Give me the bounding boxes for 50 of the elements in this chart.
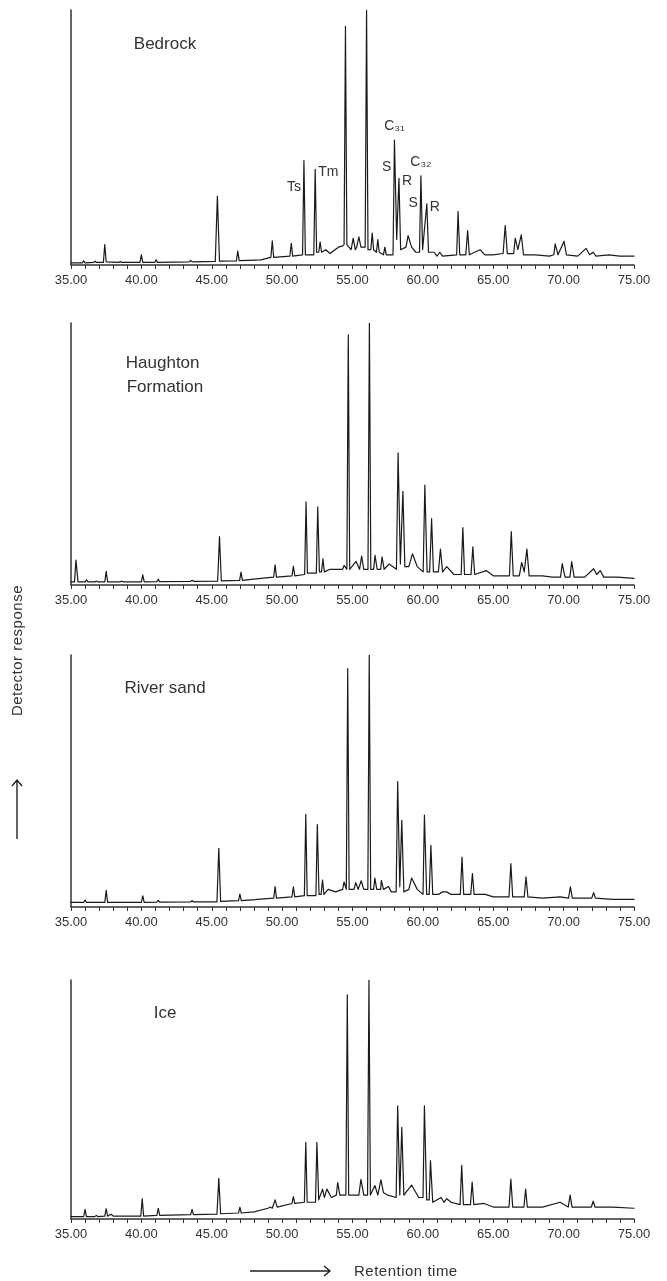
x-tick-label: 45.00: [195, 592, 229, 607]
x-tick-label: 70.00: [547, 1226, 580, 1241]
annotation: C₃₁: [384, 117, 405, 134]
x-tick-label: 70.00: [547, 914, 580, 929]
x-tick-label: 65.00: [476, 914, 510, 929]
x-tick-label: 60.00: [406, 914, 440, 929]
x-tick-label: 65.00: [476, 1226, 510, 1241]
annotation: S: [408, 193, 418, 210]
text: River sand: [124, 677, 206, 697]
x-tick-label: 55.00: [336, 592, 369, 607]
x-tick-label: 45.00: [195, 914, 229, 929]
x-tick-label: 60.00: [406, 272, 440, 287]
x-tick-label: 70.00: [547, 272, 580, 287]
x-tick-label: 40.00: [125, 914, 158, 929]
annotation: C₃₂: [410, 152, 432, 169]
y-axis-title: Detector response: [8, 585, 25, 717]
x-tick-label: 75.00: [617, 592, 651, 607]
x-tick-label: 50.00: [265, 272, 299, 287]
annotation: R: [429, 197, 440, 214]
text: Haughton Formation: [125, 352, 205, 396]
x-tick-label: 65.00: [476, 272, 510, 287]
x-axis-title: Retention time: [354, 1262, 458, 1279]
text: Bedrock: [133, 33, 197, 53]
x-tick-label: 50.00: [265, 1226, 299, 1241]
x-tick-label: 75.00: [617, 272, 651, 287]
text: Ice: [153, 1002, 177, 1022]
x-tick-label: 45.00: [195, 272, 229, 287]
annotation: Ts: [286, 178, 301, 195]
x-tick-label: 50.00: [265, 592, 299, 607]
x-tick-label: 60.00: [406, 592, 440, 607]
x-tick-label: 70.00: [547, 592, 580, 607]
annotation: R: [401, 172, 413, 189]
x-tick-label: 55.00: [336, 272, 369, 287]
x-tick-label: 40.00: [125, 1226, 158, 1241]
x-tick-label: 35.00: [54, 914, 88, 929]
x-tick-label: 35.00: [54, 592, 88, 607]
x-tick-label: 60.00: [406, 1226, 440, 1241]
annotation: Tm: [318, 163, 339, 180]
x-tick-label: 45.00: [195, 1226, 229, 1241]
x-tick-label: 55.00: [336, 914, 369, 929]
x-tick-label: 55.00: [336, 1226, 369, 1241]
x-tick-label: 40.00: [125, 592, 158, 607]
x-tick-label: 65.00: [476, 592, 510, 607]
x-tick-label: 40.00: [125, 272, 158, 287]
x-tick-label: 75.00: [617, 1226, 651, 1241]
x-tick-label: 75.00: [617, 914, 651, 929]
x-tick-label: 50.00: [265, 914, 299, 929]
annotation: S: [382, 158, 392, 175]
x-tick-label: 35.00: [54, 1226, 88, 1241]
x-tick-label: 35.00: [54, 272, 88, 287]
